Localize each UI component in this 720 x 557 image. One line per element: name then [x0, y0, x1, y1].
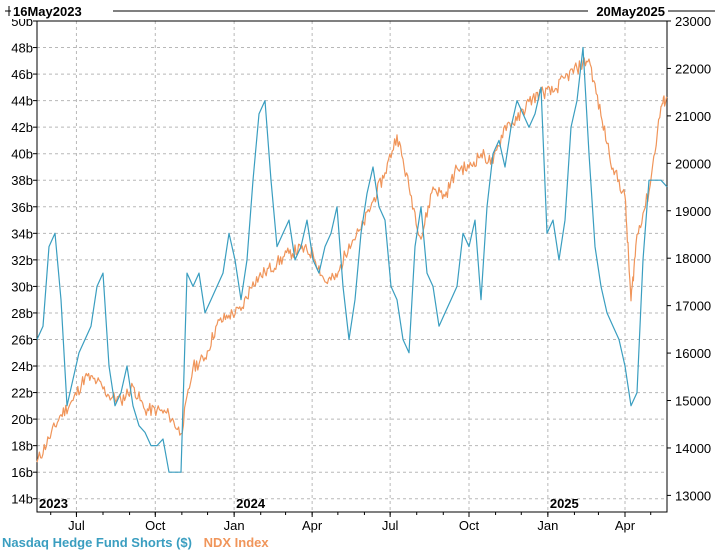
x-tick-label: Oct [145, 518, 166, 533]
x-tick-label: Apr [302, 518, 323, 533]
series [36, 46, 668, 473]
left-tick-label: 24b [11, 359, 33, 374]
left-tick-label: 46b [11, 67, 33, 82]
x-tick-label: Apr [615, 518, 636, 533]
right-tick-label: 23000 [675, 14, 711, 29]
left-tick-label: 48b [11, 41, 33, 56]
left-tick-label: 36b [11, 200, 33, 215]
left-tick-label: 38b [11, 173, 33, 188]
series-line-shorts [36, 46, 668, 473]
x-tick-label: Oct [459, 518, 480, 533]
left-tick-label: 26b [11, 332, 33, 347]
legend-item-ndx: NDX Index [203, 535, 269, 550]
x-tick-label: Jul [68, 518, 85, 533]
right-tick-label: 20000 [675, 156, 711, 171]
left-tick-label: 32b [11, 253, 33, 268]
x-tick-label: Jul [382, 518, 399, 533]
year-label: 2025 [550, 496, 579, 511]
right-tick-label: 13000 [675, 488, 711, 503]
x-tick-label: Jan [224, 518, 245, 533]
legend: Nasdaq Hedge Fund Shorts ($) NDX Index [2, 535, 277, 550]
left-tick-label: 16b [11, 465, 33, 480]
end-date-bg [588, 3, 668, 19]
left-tick-label: 42b [11, 120, 33, 135]
left-tick-label: 14b [11, 492, 33, 507]
start-date-label: 16May2023 [13, 4, 82, 19]
year-label: 2024 [236, 496, 266, 511]
year-label: 2023 [39, 496, 68, 511]
left-tick-label: 40b [11, 147, 33, 162]
right-tick-label: 16000 [675, 346, 711, 361]
left-tick-label: 28b [11, 306, 33, 321]
right-tick-label: 18000 [675, 251, 711, 266]
x-tick-label: Jan [537, 518, 558, 533]
legend-item-shorts: Nasdaq Hedge Fund Shorts ($) [2, 535, 192, 550]
left-tick-label: 22b [11, 386, 33, 401]
axes: 14b 16b 18b 20b 22b 24b 26b 28b 30b 32b 34b 36b 38b 4… [11, 14, 711, 533]
left-tick-label: 44b [11, 94, 33, 109]
end-date-label: 20May2025 [596, 4, 665, 19]
date-range-bar: 16May2023 20May2025 [5, 3, 715, 19]
grid [37, 20, 667, 512]
start-date-bg [11, 3, 113, 19]
right-tick-label: 17000 [675, 299, 711, 314]
right-tick-label: 14000 [675, 441, 711, 456]
left-tick-label: 20b [11, 412, 33, 427]
left-tick-label: 34b [11, 226, 33, 241]
right-tick-label: 22000 [675, 61, 711, 76]
right-tick-label: 15000 [675, 394, 711, 409]
right-tick-label: 19000 [675, 204, 711, 219]
plot-frame [36, 20, 668, 513]
left-tick-label: 18b [11, 439, 33, 454]
right-tick-label: 21000 [675, 109, 711, 124]
left-tick-label: 30b [11, 279, 33, 294]
